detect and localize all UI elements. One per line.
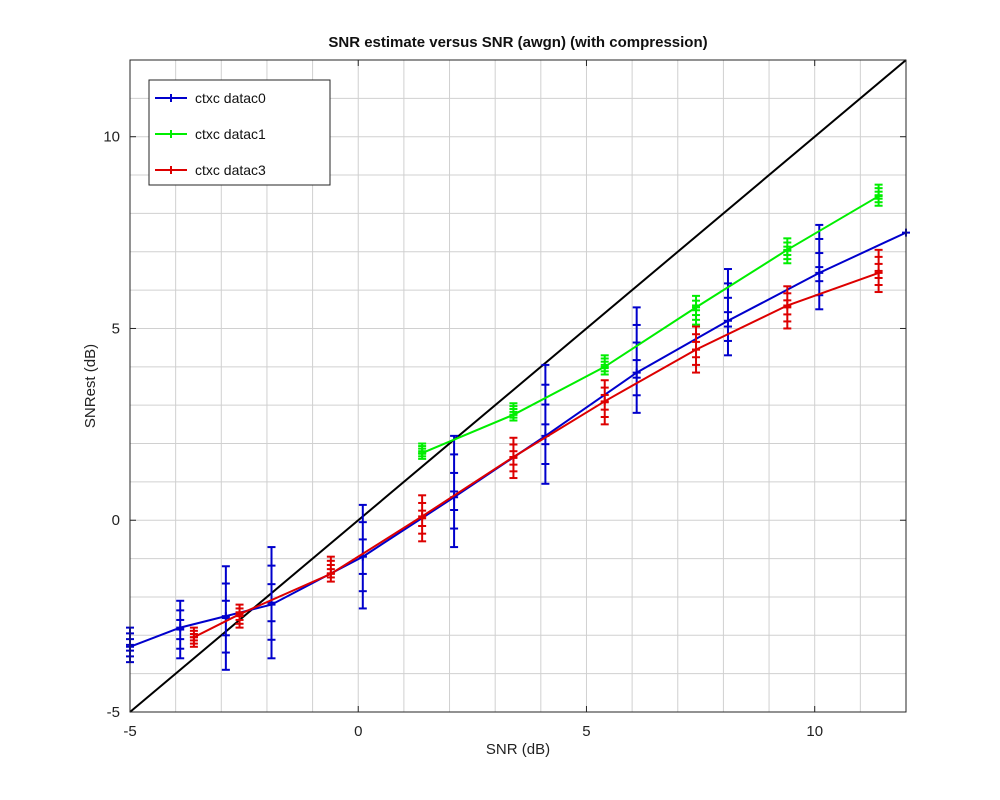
y-axis-label: SNRest (dB) [82, 344, 99, 428]
y-tick-label: -5 [107, 704, 120, 721]
legend-label: ctxc datac0 [195, 90, 266, 106]
data-point [326, 569, 335, 578]
data-point [874, 268, 883, 277]
y-tick-label: 5 [112, 320, 120, 337]
legend-label: ctxc datac1 [195, 126, 266, 142]
legend-marker [167, 130, 175, 138]
axis-ticks: -5 0 5 10 -5 0 5 10 [103, 60, 906, 740]
legend-item: ctxc datac0 [155, 90, 266, 106]
chart-title: SNR estimate versus SNR (awgn) (with com… [328, 34, 707, 51]
data-point [723, 316, 732, 325]
data-point [815, 268, 824, 277]
data-point [221, 612, 230, 621]
data-point [509, 410, 518, 419]
series-3 [189, 248, 883, 648]
series-1 [126, 223, 910, 671]
data-point [418, 449, 427, 458]
data-point [783, 245, 792, 254]
series-2 [418, 183, 883, 460]
data-point [692, 303, 701, 312]
x-tick-label: 10 [806, 723, 823, 740]
legend: ctxc datac0 ctxc datac1 ctxc datac3 [148, 79, 331, 186]
series-line [421, 195, 880, 455]
data-point [509, 452, 518, 461]
data-point [632, 368, 641, 377]
data-point [235, 610, 244, 619]
x-tick-label: -5 [123, 723, 136, 740]
legend-label: ctxc datac3 [195, 162, 266, 178]
data-point [783, 301, 792, 310]
data-point [600, 362, 609, 371]
x-axis-label: SNR (dB) [486, 741, 550, 758]
legend-item: ctxc datac3 [155, 162, 266, 178]
y-tick-label: 10 [103, 129, 120, 146]
x-tick-label: 0 [354, 723, 362, 740]
data-point [418, 512, 427, 521]
data-point [267, 600, 276, 609]
data-point [189, 633, 198, 642]
data-point [176, 623, 185, 632]
legend-marker [167, 94, 175, 102]
data-point [600, 397, 609, 406]
legend-item: ctxc datac1 [155, 126, 266, 142]
data-series [126, 59, 910, 713]
x-tick-label: 5 [582, 723, 590, 740]
data-point [874, 192, 883, 201]
data-point [692, 345, 701, 354]
legend-marker [167, 166, 175, 174]
plot-frame [129, 59, 907, 713]
y-tick-label: 0 [112, 512, 120, 529]
reference-line [129, 59, 907, 713]
